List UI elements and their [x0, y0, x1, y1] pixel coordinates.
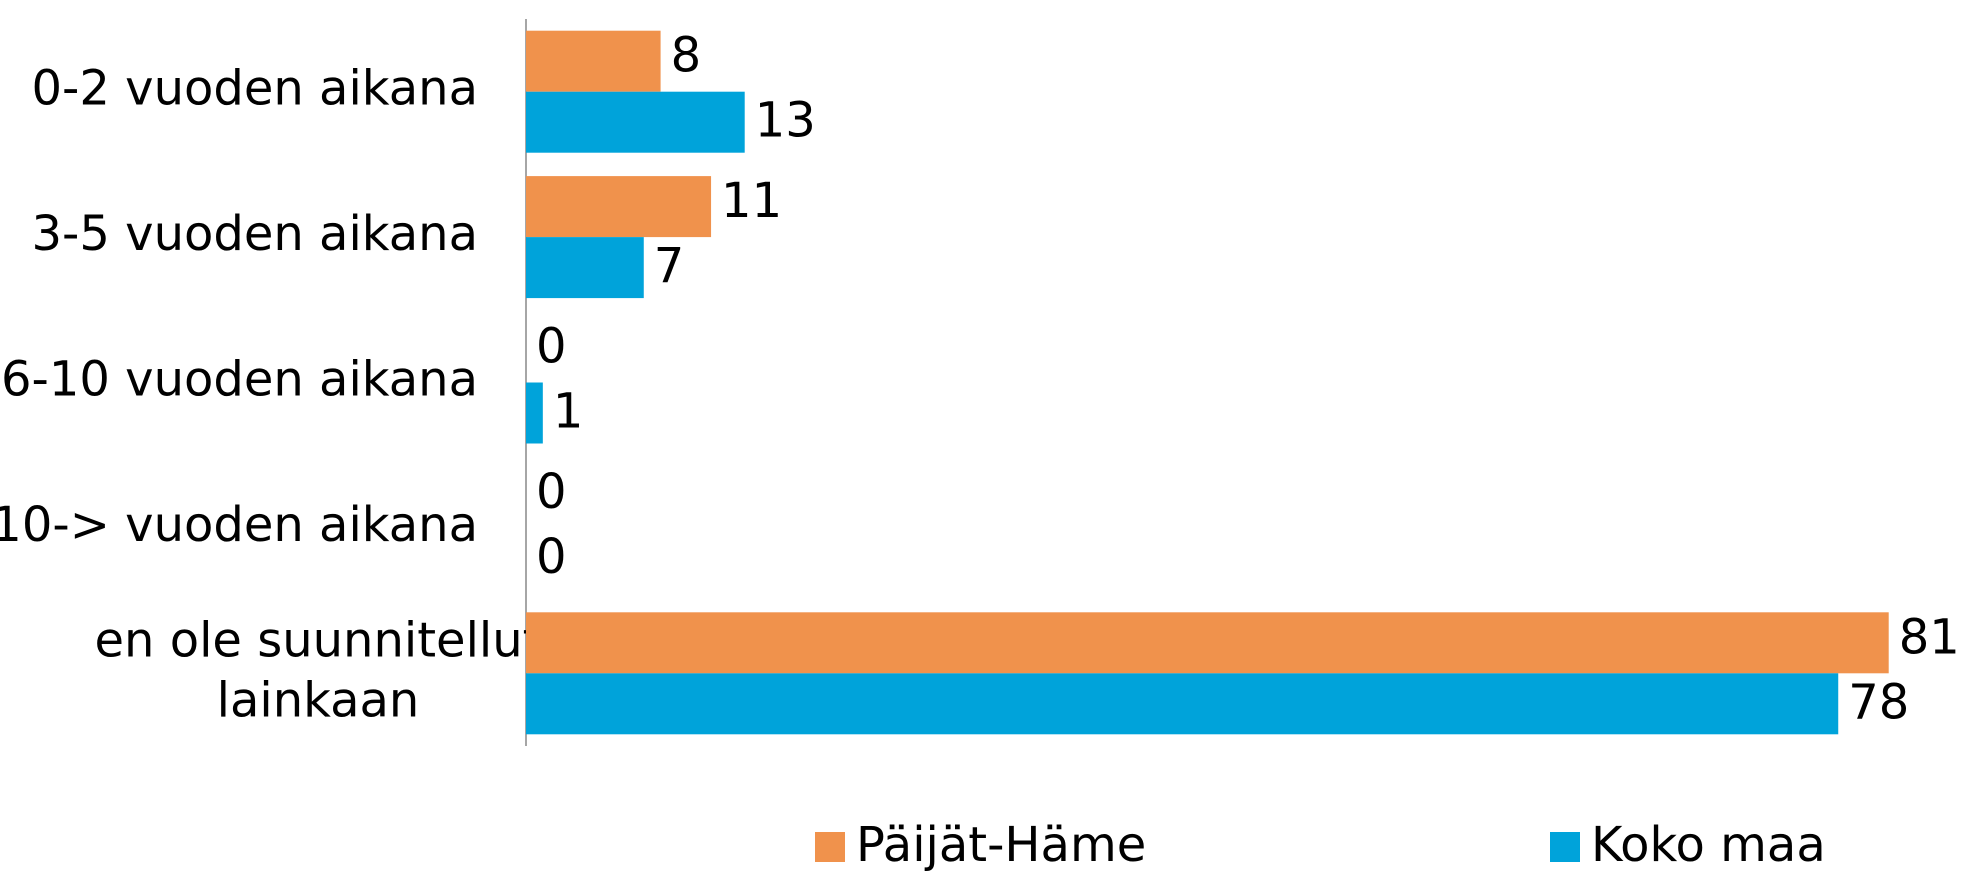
y-tick-label: 10-> vuoden aikana — [0, 497, 478, 553]
data-label: 11 — [721, 173, 782, 229]
legend-label: Päijät-Häme — [856, 817, 1146, 873]
legend-swatch — [815, 832, 845, 862]
bar — [526, 612, 1889, 674]
bar — [526, 176, 712, 238]
data-label: 78 — [1848, 674, 1909, 730]
y-tick-label: 0-2 vuoden aikana — [32, 61, 478, 117]
data-label: 0 — [536, 464, 567, 520]
bar — [526, 91, 745, 153]
data-label: 1 — [553, 384, 584, 440]
legend-swatch — [1550, 832, 1580, 862]
data-label: 0 — [536, 529, 567, 585]
data-label: 7 — [654, 238, 685, 294]
data-label: 8 — [671, 28, 702, 84]
data-label: 81 — [1899, 609, 1960, 665]
bar — [526, 237, 644, 299]
y-tick-label: 6-10 vuoden aikana — [1, 352, 478, 408]
y-tick-label: 3-5 vuoden aikana — [32, 206, 478, 262]
bar — [526, 673, 1839, 735]
bar — [526, 382, 543, 444]
data-label: 13 — [755, 93, 816, 149]
y-tick-label: en ole suunnitellut lainkaan — [95, 612, 542, 728]
legend-label: Koko maa — [1591, 817, 1826, 873]
data-label: 0 — [536, 319, 567, 375]
bar — [526, 30, 661, 92]
